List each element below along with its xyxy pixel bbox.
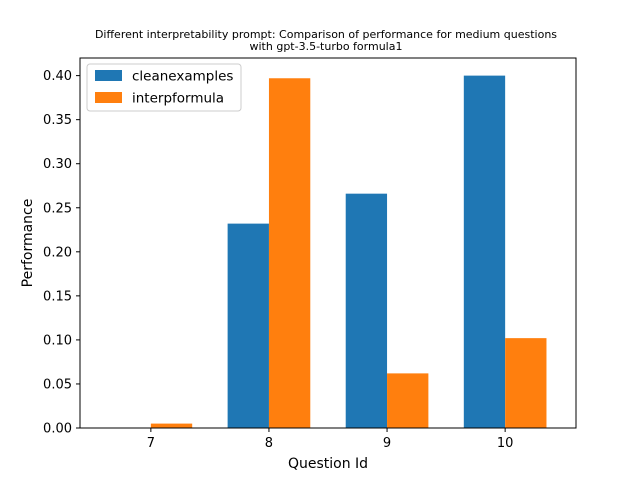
legend-label-cleanexamples: cleanexamples [132,69,233,85]
bar-interpformula-10 [505,338,547,428]
plot-frame [79,57,577,429]
chart-title-line-1: Different interpretability prompt: Compa… [95,28,557,41]
x-tick-label-8: 8 [265,436,273,451]
y-tick-label-5: 0.25 [43,201,72,216]
x-axis-label: Question Id [288,456,368,472]
bar-cleanexamples-8 [227,223,269,428]
bars-layer [150,75,547,428]
ticks-layer: 7 8 9 10 0.00 0.05 0.10 0.15 0.20 0.25 0.30 0.35 0.4… [43,69,513,451]
y-tick-label-6: 0.30 [43,157,72,172]
y-tick-label-2: 0.10 [43,333,72,348]
legend-swatch-interpformula [95,92,122,103]
legend-label-interpformula: interpformula [132,91,224,107]
y-tick-label-8: 0.40 [43,69,72,84]
bar-interpformula-7 [150,423,193,428]
y-tick-label-0: 0.00 [43,422,72,437]
x-tick-label-10: 10 [497,436,514,451]
x-tick-label-7: 7 [147,436,155,451]
y-tick-label-4: 0.20 [43,245,72,260]
chart-title-line-2: with gpt-3.5-turbo formula1 [250,40,403,53]
legend-swatch-cleanexamples [95,70,122,81]
legend: cleanexamples interpformula [86,63,242,112]
y-tick-label-7: 0.35 [43,113,72,128]
x-tick-label-9: 9 [383,436,391,451]
y-axis-label: Performance [20,199,36,288]
bar-cleanexamples-9 [345,193,388,428]
bar-cleanexamples-10 [463,75,506,428]
bar-interpformula-9 [387,373,429,428]
bar-interpformula-8 [268,78,311,428]
legend-frame [86,63,242,112]
y-tick-label-1: 0.05 [43,377,72,392]
y-tick-label-3: 0.15 [43,289,72,304]
